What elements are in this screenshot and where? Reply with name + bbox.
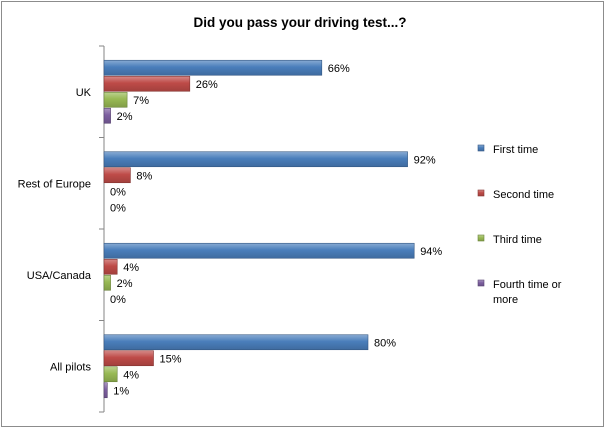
- data-label: 66%: [328, 63, 350, 75]
- bar: [103, 107, 111, 124]
- category-label: Rest of Europe: [18, 178, 91, 190]
- data-label: 1%: [113, 385, 129, 397]
- category-label: USA/Canada: [27, 270, 92, 282]
- legend-label: First time: [493, 144, 538, 156]
- data-label: 4%: [123, 369, 139, 381]
- data-label: 4%: [123, 262, 139, 274]
- legend-label: Second time: [493, 189, 554, 201]
- legend-swatch: [477, 279, 485, 287]
- axis-layer: [99, 45, 105, 413]
- chart-title: Did you pass your driving test...?: [193, 15, 406, 30]
- bars-layer: [103, 59, 415, 399]
- data-label: 15%: [160, 353, 182, 365]
- bar: [103, 75, 191, 92]
- bar: [103, 334, 369, 351]
- data-label: 80%: [374, 337, 396, 349]
- legend-swatch: [477, 189, 485, 197]
- bar: [103, 59, 323, 76]
- bar: [103, 350, 154, 367]
- category-label: All pilots: [50, 361, 91, 373]
- data-label: 92%: [414, 154, 436, 166]
- data-label: 94%: [420, 246, 442, 258]
- legend-swatch: [477, 144, 485, 152]
- bar: [103, 258, 118, 275]
- bar: [103, 366, 118, 383]
- category-label: UK: [76, 87, 92, 99]
- data-label: 2%: [117, 278, 133, 290]
- legend-label: Fourth time or more: [493, 279, 562, 306]
- legend-label: Third time: [493, 234, 542, 246]
- legend: First time Second time Third time Fourth ti…: [477, 144, 562, 306]
- data-label: 0%: [110, 294, 126, 306]
- bar: [103, 274, 111, 291]
- data-label: 8%: [136, 170, 152, 182]
- bar: [103, 91, 128, 108]
- data-label: 0%: [110, 202, 126, 214]
- bar: [103, 382, 108, 399]
- data-label: 7%: [133, 95, 149, 107]
- data-label: 26%: [196, 79, 218, 91]
- data-label: 0%: [110, 186, 126, 198]
- bar: [103, 151, 408, 168]
- data-label: 2%: [117, 111, 133, 123]
- legend-swatch: [477, 234, 485, 242]
- bar: [103, 167, 131, 184]
- bar: [103, 242, 415, 259]
